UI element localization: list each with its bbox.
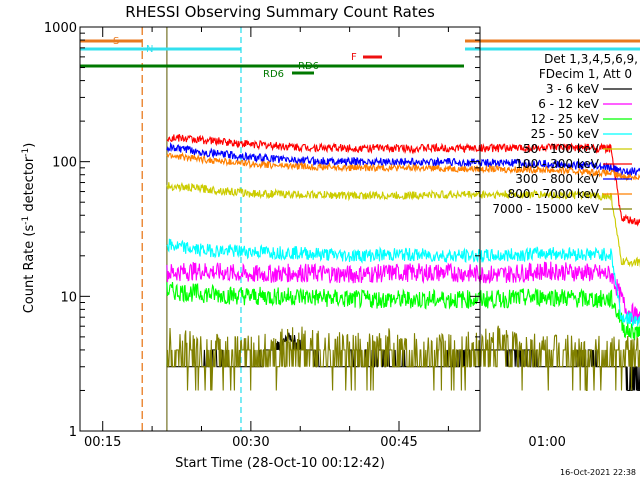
flag-label: S bbox=[113, 36, 119, 47]
legend-label: 6 - 12 keV bbox=[538, 97, 600, 111]
y-tick-label: 100 bbox=[52, 156, 77, 171]
series-line bbox=[166, 261, 640, 325]
legend-label: 300 - 800 keV bbox=[515, 172, 599, 186]
y-axis-label-part3: ) bbox=[22, 143, 37, 148]
x-axis-label: Start Time (28-Oct-10 00:12:42) bbox=[175, 456, 385, 471]
chart-title: RHESSI Observing Summary Count Rates bbox=[125, 3, 435, 21]
y-axis-label-sup1: -1 bbox=[21, 216, 31, 225]
flag-label: RD6 bbox=[263, 69, 284, 80]
flag-label: RD6 bbox=[298, 61, 319, 72]
series-line bbox=[166, 151, 640, 182]
flag-label: N bbox=[146, 44, 153, 55]
series-line bbox=[166, 141, 640, 177]
legend-label: 25 - 50 keV bbox=[531, 127, 600, 141]
legend-label: 800 - 7000 keV bbox=[508, 187, 600, 201]
x-tick-label: 01:00 bbox=[528, 435, 565, 450]
x-tick-label: 00:45 bbox=[380, 435, 417, 450]
y-axis-label-part2: detector bbox=[22, 156, 37, 216]
timestamp: 16-Oct-2021 22:38 bbox=[560, 468, 636, 477]
legend: Det 1,3,4,5,6,9, FDecim 1, Att 0 3 - 6 k… bbox=[492, 52, 638, 216]
legend-header-line1: Det 1,3,4,5,6,9, bbox=[544, 52, 638, 66]
y-tick-label: 1 bbox=[69, 425, 77, 440]
series-line bbox=[166, 134, 640, 227]
series-layer bbox=[166, 134, 640, 392]
y-tick-label: 10 bbox=[60, 290, 77, 305]
y-tick-label: 1000 bbox=[44, 21, 77, 36]
series-line bbox=[166, 281, 640, 341]
legend-label: 7000 - 15000 keV bbox=[492, 202, 599, 216]
legend-label: 12 - 25 keV bbox=[531, 112, 600, 126]
flag-label: F bbox=[351, 52, 357, 63]
x-tick-label: 00:30 bbox=[232, 435, 269, 450]
x-tick-label: 00:15 bbox=[84, 435, 121, 450]
series-line bbox=[166, 325, 640, 392]
legend-label: 100 - 300 keV bbox=[515, 157, 599, 171]
legend-label: 3 - 6 keV bbox=[546, 82, 600, 96]
legend-header-line2: FDecim 1, Att 0 bbox=[539, 67, 632, 81]
series-line bbox=[166, 238, 640, 328]
y-axis-label-sup2: -1 bbox=[21, 148, 31, 157]
y-axis-label-part1: Count Rate (s bbox=[22, 225, 37, 314]
y-axis-label: Count Rate (s-1 detector-1) bbox=[21, 143, 37, 314]
axes-layer: 110100100000:1500:3000:4501:0001:1501:30… bbox=[44, 21, 566, 450]
legend-label: 50 - 100 keV bbox=[523, 142, 600, 156]
plot-frame bbox=[79, 26, 481, 432]
series-line bbox=[166, 181, 640, 268]
